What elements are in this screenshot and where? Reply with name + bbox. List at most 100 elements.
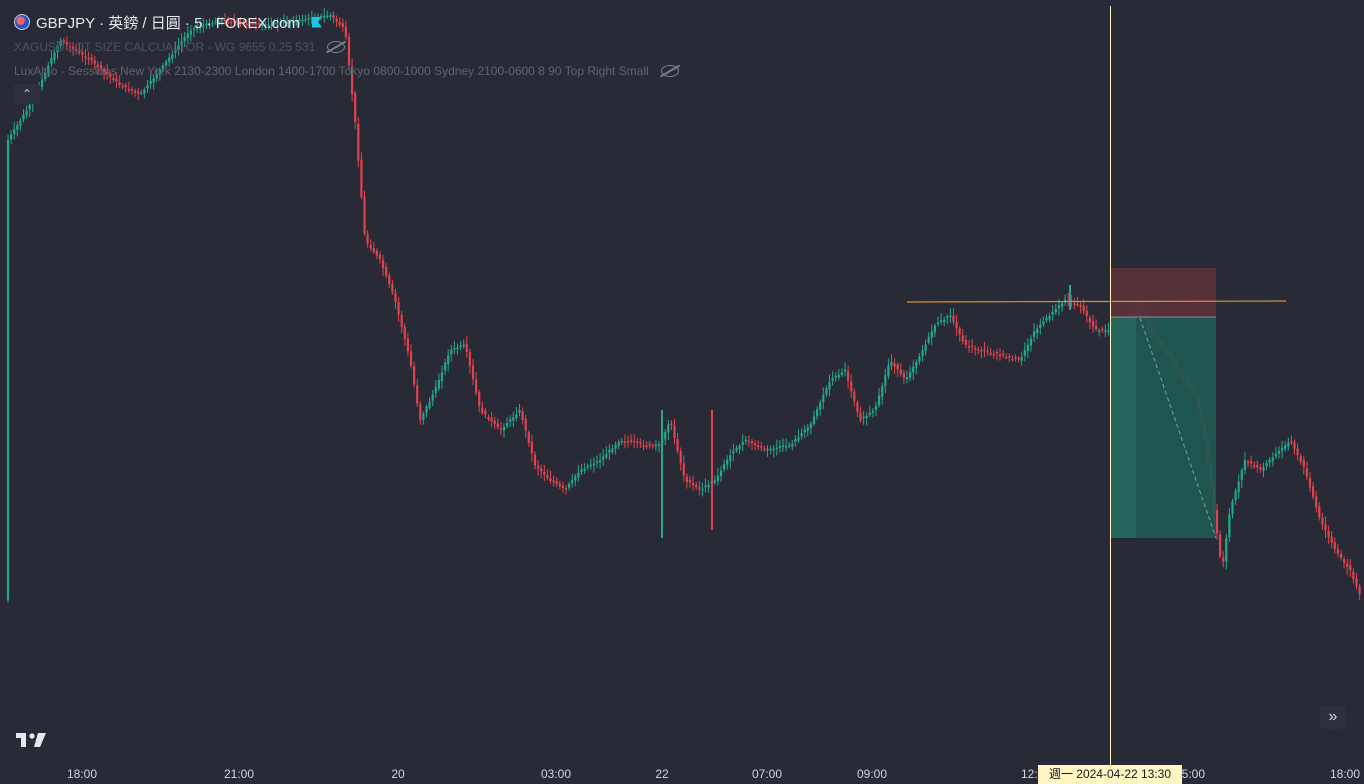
candle-body [301,20,304,22]
candle-body [716,475,719,481]
candle-body [701,488,704,491]
candle-body [475,379,478,393]
candle-body [245,23,248,26]
candle-body [242,22,245,24]
candle-body [946,316,949,318]
candle-body [223,19,227,21]
candle-body [961,335,964,342]
candle-body [378,254,382,260]
candle-body [285,22,289,24]
candle-body [915,361,918,368]
candle-body [1324,524,1327,531]
candle-body [735,447,738,451]
symbol-title[interactable]: GBPJPY · 英鎊 / 日圓 · 5 · FOREX.com [36,14,300,32]
candle-body [592,463,595,466]
candle-body [1321,517,1324,525]
indicator-row[interactable]: XAGUSD LOT SIZE CALCUALTOR - WG 9655 0.2… [14,38,679,56]
candle-body [335,18,338,22]
stop-loss-zone[interactable] [1111,268,1216,317]
eye-off-icon[interactable] [660,65,679,77]
go-to-realtime-button[interactable]: » [1320,705,1346,729]
candle-body [1256,464,1259,468]
candle-body [1284,445,1287,449]
candle-body [205,23,208,26]
candle-body [332,14,335,19]
candle-body [1305,468,1308,477]
candle-body [134,90,137,93]
candle-body [211,22,214,25]
candle-body [936,322,940,325]
candle-body [130,89,134,91]
candle-body [1088,317,1091,323]
candle-body [1215,509,1219,534]
candle-body [816,409,819,417]
candle-body [1339,553,1343,558]
candle-body [487,416,490,420]
time-tick: 18:00 [66,767,98,781]
double-chevron-right-icon: » [1328,708,1338,725]
candle-body [1005,356,1008,359]
candle-body [375,250,378,256]
candle-body [912,366,915,373]
indicator-row[interactable]: LuxAlgo - Sessions New York 2130-2300 Lo… [14,62,679,80]
candle-body [1246,461,1250,464]
candle-body [267,24,270,27]
candle-body [1296,448,1299,455]
candle-body [540,468,543,472]
candle-body [149,80,152,85]
candle-body [1073,303,1076,306]
candle-body [10,134,13,140]
candle-body [750,441,754,444]
time-tick: 20 [391,767,405,781]
candle-body [1302,460,1305,467]
candle-body [747,440,750,443]
tradingview-logo-icon[interactable] [16,731,48,749]
candle-body [726,459,729,465]
candle-body [940,320,943,322]
eye-off-icon[interactable] [327,41,346,53]
candle-body [905,377,909,380]
candle-body [850,381,853,392]
candle-body [254,22,258,25]
candle-body [121,85,124,88]
candle-body [1290,441,1293,443]
symbol-row[interactable]: GBPJPY · 英鎊 / 日圓 · 5 · FOREX.com [14,12,679,32]
candle-body [806,427,809,431]
candle-body [834,375,837,378]
candle-body [1014,357,1017,359]
horizontal-level-line[interactable] [906,300,1287,303]
price-chart[interactable] [0,0,1364,765]
take-profit-zone-highlight [1111,317,1136,538]
candle-body [723,464,726,470]
candle-body [437,379,440,389]
candle-body [874,405,878,410]
candle-body [878,395,881,406]
candle-body [428,401,431,408]
candle-body [998,354,1002,357]
candle-body [561,485,564,489]
candle-body [648,443,651,446]
collapse-legend-button[interactable]: ⌃ [14,84,40,104]
candle-body [642,445,645,447]
candle-body [871,410,874,413]
candle-body [738,445,741,450]
candle-body [1219,534,1222,557]
candle-body [1079,304,1082,307]
candle-body [688,479,692,483]
candle-body [1234,490,1237,501]
candle-body [499,427,502,430]
candle-body [1343,559,1346,563]
candle-body [115,78,118,82]
projection-line [1139,317,1217,539]
candle-body [537,465,540,469]
candle-body [788,445,791,447]
candle-body [1101,329,1104,331]
candle-body [800,433,803,437]
candle-body [918,356,921,362]
candle-body [72,46,75,49]
candle-body [453,347,456,350]
candle-body [586,466,589,468]
candle-body [1020,357,1023,361]
live-flag-icon[interactable] [311,16,322,28]
candle-body [99,65,103,69]
